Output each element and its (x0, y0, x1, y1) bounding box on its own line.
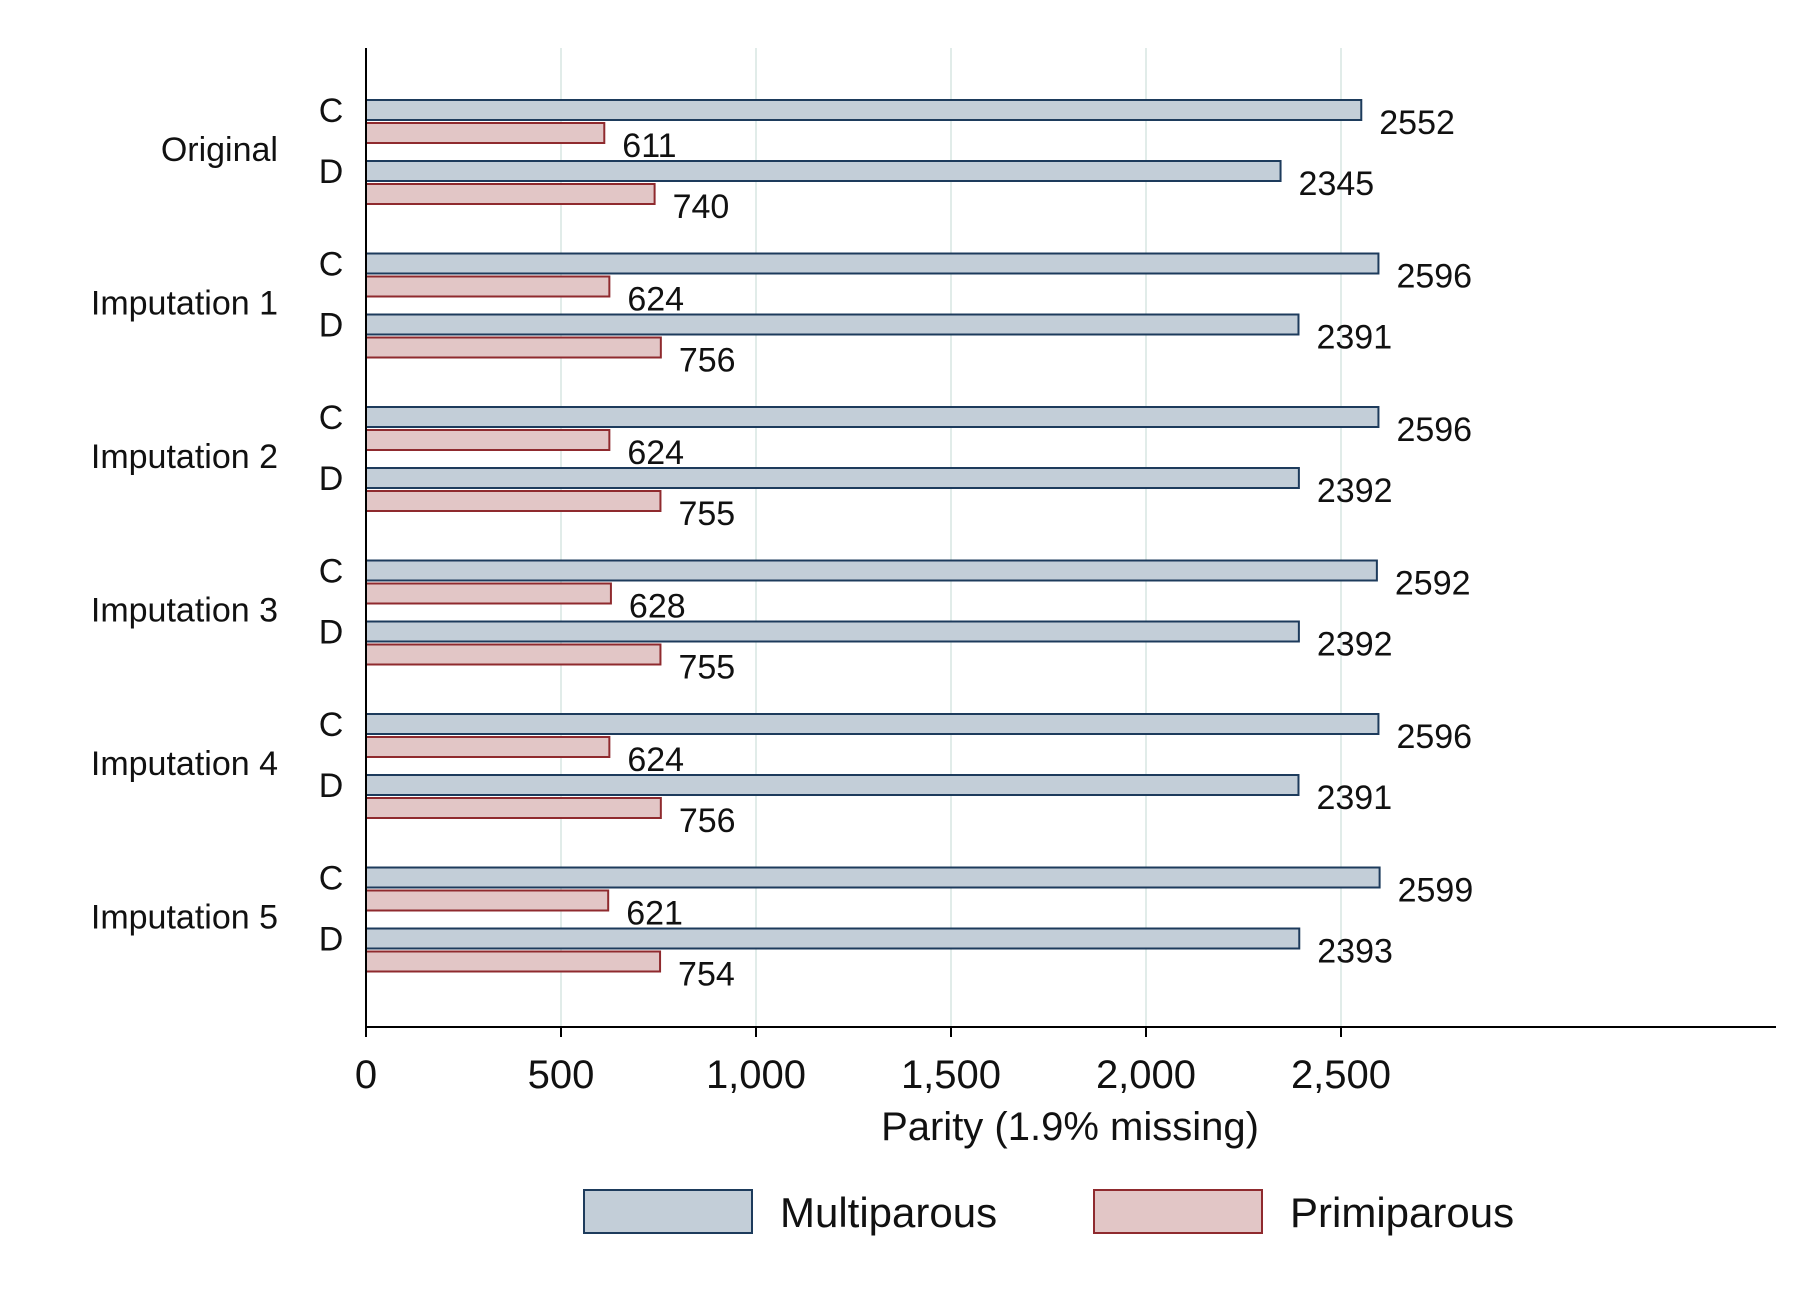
data-label: 624 (627, 741, 684, 779)
data-label: 740 (673, 188, 730, 226)
bar-multiparous (365, 774, 1300, 796)
x-axis: 0 500 1,000 1,500 2,000 2,500 (355, 1026, 1776, 1097)
bar-primiparous (365, 797, 662, 819)
data-label: 2391 (1316, 779, 1392, 817)
data-label: 2552 (1379, 104, 1455, 142)
bar-multiparous (365, 252, 1380, 275)
bar-primiparous (365, 736, 611, 758)
data-label: 2392 (1317, 472, 1393, 510)
data-label: 756 (679, 802, 736, 840)
subgroup-label: D (319, 767, 344, 805)
data-label: 628 (629, 588, 686, 626)
data-label: 2599 (1398, 872, 1474, 910)
subgroup-label: D (319, 614, 344, 652)
subgroup-label: D (319, 153, 344, 191)
bar-multiparous (365, 467, 1300, 489)
bar-primiparous (365, 490, 662, 512)
group-label: Imputation 3 (91, 592, 278, 630)
bar-primiparous (365, 275, 611, 298)
x-tick-label: 1,000 (706, 1053, 806, 1097)
bar-multiparous (365, 313, 1300, 336)
bar-multiparous (365, 559, 1378, 582)
legend-swatch (1093, 1189, 1263, 1234)
value-labels: 2552 611 2345 740 2596 624 2391 756 2596 624 2392 7… (622, 104, 1473, 994)
bar-primiparous (365, 122, 606, 144)
bar-multiparous (365, 927, 1301, 950)
subgroup-label: C (319, 706, 344, 744)
data-label: 2393 (1317, 933, 1393, 971)
data-label: 2391 (1316, 319, 1392, 357)
legend-label: Primiparous (1290, 1189, 1514, 1236)
subgroup-label: D (319, 921, 344, 959)
data-label: 621 (626, 895, 683, 933)
bar-multiparous (365, 406, 1380, 428)
x-tick-label: 1,500 (901, 1053, 1001, 1097)
data-label: 624 (627, 281, 684, 319)
bar-multiparous (365, 160, 1282, 182)
data-label: 756 (679, 342, 736, 380)
x-tick-label: 2,000 (1096, 1053, 1196, 1097)
bar-primiparous (365, 336, 662, 359)
bar-primiparous (365, 950, 662, 973)
group-label: Original (161, 131, 278, 169)
x-axis-title: Parity (1.9% missing) (881, 1105, 1259, 1149)
data-label: 754 (678, 956, 735, 994)
legend-swatch (583, 1189, 753, 1234)
group-label: Imputation 4 (91, 745, 278, 783)
legend-label: Multiparous (780, 1189, 997, 1236)
x-tick-label: 2,500 (1291, 1053, 1391, 1097)
gridlines (560, 48, 1342, 1027)
data-label: 2345 (1299, 165, 1375, 203)
bars (365, 99, 1381, 973)
x-tick-label: 500 (528, 1053, 595, 1097)
legend: Multiparous Primiparous (583, 1189, 1514, 1236)
subgroup-label: C (319, 553, 344, 591)
bar-multiparous (365, 713, 1380, 735)
subgroup-label: C (319, 92, 344, 130)
bar-primiparous (365, 643, 662, 666)
bar-multiparous (365, 620, 1300, 643)
subgroup-label: C (319, 246, 344, 284)
subgroup-label: C (319, 399, 344, 437)
subgroup-label: D (319, 460, 344, 498)
group-label: Imputation 5 (91, 899, 278, 937)
subgroup-label: C (319, 860, 344, 898)
data-label: 2596 (1396, 411, 1472, 449)
data-label: 2592 (1395, 565, 1471, 603)
bar-multiparous (365, 866, 1381, 889)
group-label: Imputation 2 (91, 438, 278, 476)
data-label: 2596 (1396, 718, 1472, 756)
data-label: 755 (678, 495, 735, 533)
bar-primiparous (365, 183, 656, 205)
data-label: 2392 (1317, 626, 1393, 664)
data-label: 624 (627, 434, 684, 472)
subgroup-label: D (319, 307, 344, 345)
group-label: Imputation 1 (91, 285, 278, 323)
data-label: 2596 (1396, 258, 1472, 296)
data-label: 755 (678, 649, 735, 687)
bar-multiparous (365, 99, 1363, 121)
bar-primiparous (365, 582, 612, 605)
x-tick-label: 0 (355, 1053, 377, 1097)
data-label: 611 (622, 127, 676, 165)
bar-primiparous (365, 889, 610, 912)
bar-primiparous (365, 429, 611, 451)
